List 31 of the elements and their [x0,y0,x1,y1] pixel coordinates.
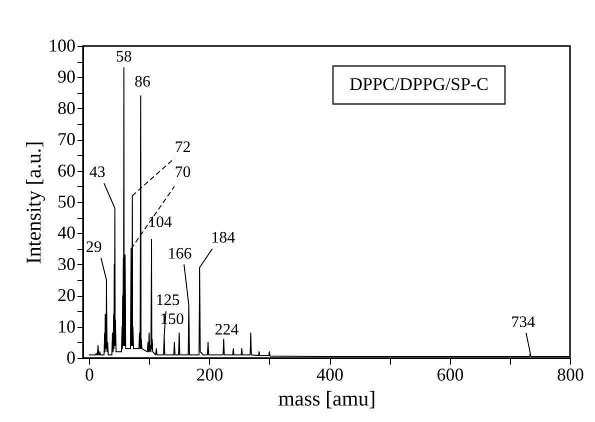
y-axis-title: Intensity [a.u.] [22,140,46,264]
x-tick-label: 400 [316,364,344,384]
y-tick-label: 70 [58,129,76,150]
annotation: 43 [89,164,106,182]
annotation: 166 [168,245,192,262]
annotation: 29 [86,239,102,256]
y-tick-label: 10 [58,316,76,336]
annotation: 72 [174,139,191,156]
y-tick-label: 100 [48,36,76,56]
annotation: 58 [116,48,132,66]
y-tick-label: 30 [58,254,76,274]
x-tick-label: 200 [196,364,224,384]
annotation: 184 [211,230,236,247]
x-axis-title: mass [amu] [278,386,376,410]
y-tick-label: 90 [58,66,76,87]
y-tick-label: 40 [58,222,76,243]
y-tick-label: 20 [58,285,76,306]
annotation: 86 [134,74,151,91]
x-tick-label: 0 [85,364,94,384]
annotation: 224 [214,322,239,339]
y-tick-label: 60 [58,160,76,180]
x-tick-label: 600 [436,364,464,384]
x-tick-label: 800 [557,364,584,384]
annotation: 104 [148,214,172,232]
y-tick-label: 50 [58,192,76,212]
annotation: 734 [511,314,536,331]
annotation: DPPC/DPPG/SP-C [349,74,489,94]
annotation: 70 [174,164,191,182]
y-tick-label: 0 [66,348,76,368]
y-tick-label: 80 [58,98,76,118]
annotation: 125 [156,292,180,310]
